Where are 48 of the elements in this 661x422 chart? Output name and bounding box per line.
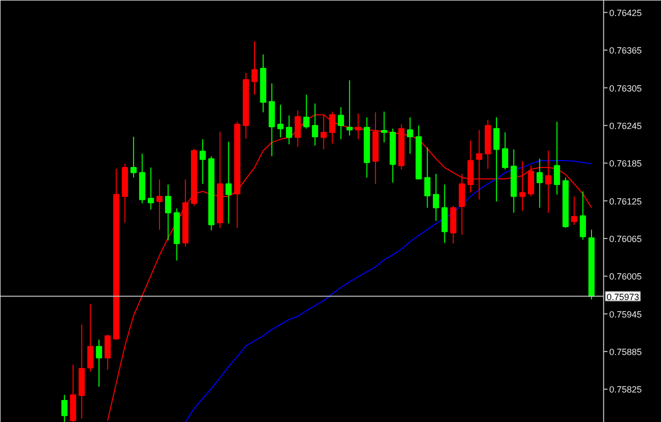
y-tick-label: 0.76125 [609, 196, 642, 206]
y-tick-label: 0.76305 [609, 83, 642, 94]
y-tick-label: 0.76245 [609, 120, 642, 131]
candlestick [277, 104, 284, 138]
ref-line-label: 0.75973 [606, 292, 640, 302]
candlestick [580, 190, 586, 240]
candlestick [165, 184, 172, 241]
candlestick [286, 114, 292, 145]
candlestick [442, 184, 448, 244]
candlestick [545, 150, 552, 214]
candlestick [571, 196, 578, 226]
candlestick [130, 136, 137, 178]
candlestick [251, 40, 258, 96]
candlestick [467, 140, 474, 194]
candlestick [200, 138, 206, 184]
candlestick [458, 173, 465, 236]
candlestick [554, 121, 560, 196]
candlestick [226, 141, 232, 224]
candlestick [424, 146, 430, 208]
y-tick-label: 0.75945 [609, 309, 642, 320]
candlestick [381, 111, 388, 143]
candlestick [519, 160, 526, 212]
candlestick [303, 94, 310, 130]
candlestick [312, 102, 318, 146]
candlestick [148, 167, 154, 210]
candlestick [338, 106, 344, 140]
candlestick [61, 394, 68, 422]
candlestick [406, 116, 414, 154]
y-tick-label: 0.76065 [609, 234, 642, 244]
candlestick [87, 303, 94, 372]
y-tick-label: 0.75825 [609, 384, 642, 395]
candlestick [493, 116, 500, 202]
line-series [107, 114, 592, 422]
y-tick-label: 0.76425 [609, 8, 642, 18]
y-tick-label: 0.75885 [609, 347, 642, 358]
candlestick [104, 334, 111, 370]
candlestick [156, 178, 163, 230]
candlestick [502, 132, 508, 170]
candlestick [96, 339, 102, 388]
candlestick [476, 129, 482, 200]
y-tick-label: 0.76185 [609, 158, 642, 169]
candlestick [346, 80, 353, 136]
y-tick-label: 0.76005 [609, 272, 642, 282]
candlestick [536, 158, 543, 208]
candlestick [432, 173, 440, 222]
line-series [184, 160, 592, 422]
y-tick-label: 0.76365 [609, 46, 642, 56]
candlestick [528, 165, 534, 197]
